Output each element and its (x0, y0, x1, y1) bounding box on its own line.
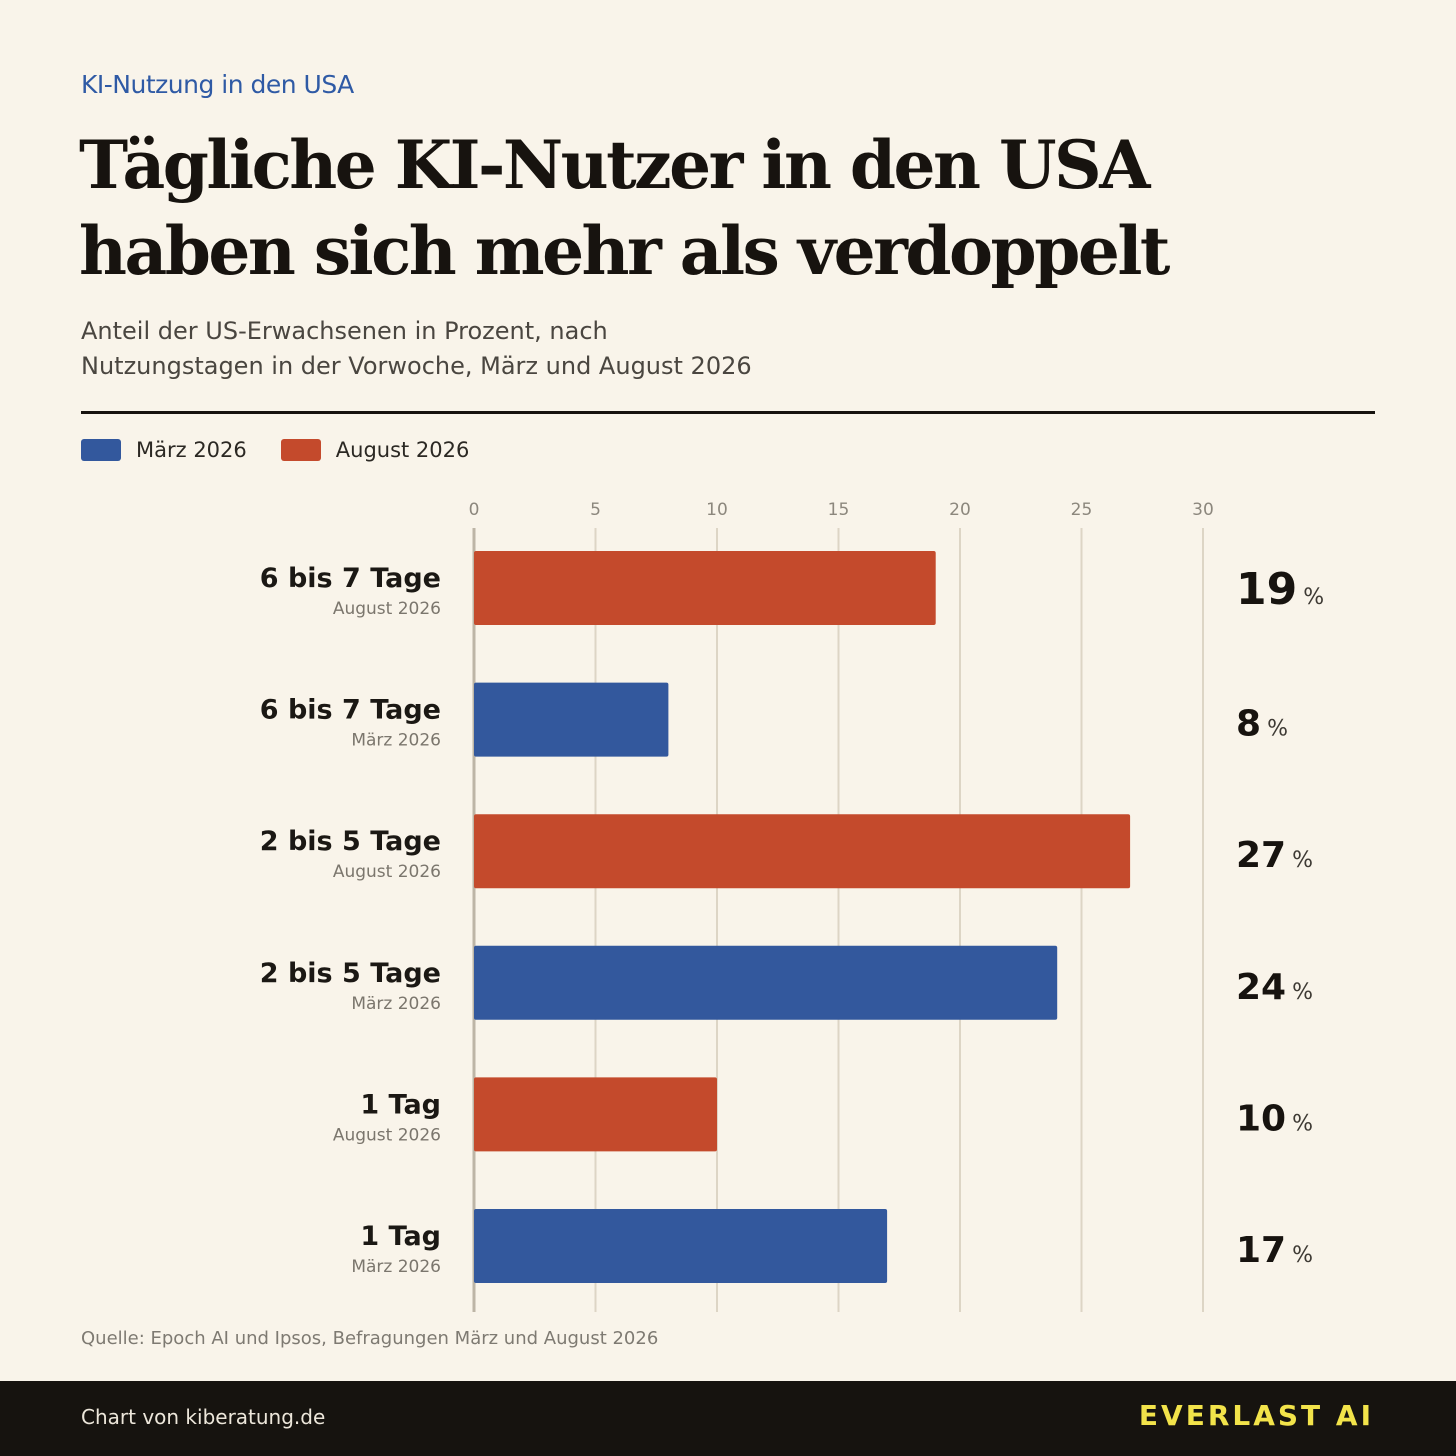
legend-swatch-august (280, 439, 321, 461)
footer-credit: Chart von kiberatung.de (81, 1405, 326, 1429)
subtitle-line-1: Anteil der US-Erwachsenen in Prozent, na… (81, 317, 608, 345)
series-label: August 2026 (333, 599, 441, 619)
category-label: 1 Tag (360, 1221, 441, 1252)
bar (474, 814, 1131, 889)
legend-item-maerz: März 2026 (81, 438, 247, 462)
header-rule (81, 411, 1375, 414)
x-tick-label: 20 (949, 500, 971, 520)
bar (474, 551, 936, 625)
value-label: 8% (1236, 704, 1288, 745)
bar (474, 945, 1058, 1020)
category-label: 2 bis 5 Tage (260, 958, 441, 989)
value-label: 27% (1236, 835, 1313, 876)
brand-logo: EVERLAST AI (1138, 1399, 1374, 1432)
x-tick-label: 0 (469, 500, 480, 520)
value-label: 19% (1236, 564, 1324, 615)
legend-label-august: August 2026 (335, 438, 470, 462)
series-label: März 2026 (351, 1257, 441, 1277)
subtitle-line-2: Nutzungstagen in der Vorwoche, März und … (81, 352, 752, 380)
x-tick-label: 30 (1192, 500, 1214, 520)
category-label: 2 bis 5 Tage (260, 826, 441, 857)
x-tick-label: 10 (706, 500, 728, 520)
x-tick-label: 5 (590, 500, 601, 520)
category-label: 1 Tag (360, 1089, 441, 1120)
kicker: KI-Nutzung in den USA (81, 70, 354, 99)
series-label: März 2026 (351, 994, 441, 1014)
category-label: 6 bis 7 Tage (260, 563, 441, 594)
legend-item-august: August 2026 (280, 438, 470, 462)
legend-label-maerz: März 2026 (136, 438, 247, 462)
legend: März 2026 August 2026 (81, 438, 503, 462)
chart-subtitle: Anteil der US-Erwachsenen in Prozent, na… (81, 314, 981, 384)
value-label: 24% (1236, 967, 1313, 1008)
series-label: August 2026 (333, 862, 441, 882)
bar (474, 1209, 888, 1283)
x-tick-label: 15 (828, 500, 850, 520)
footer: Chart von kiberatung.de EVERLAST AI (0, 1381, 1456, 1456)
bar-chart: 0 5 10 15 20 25 30 6 bis 7 Tage August 2026 19 % 6 … (260, 500, 1324, 1312)
source-note: Quelle: Epoch AI und Ipsos, Befragungen … (81, 1328, 659, 1349)
value-label: 10% (1236, 1098, 1313, 1139)
bar (474, 1077, 717, 1152)
legend-swatch-maerz (81, 439, 121, 461)
chart-title: Tägliche KI-Nutzer in den USA haben sich… (79, 126, 1170, 290)
series-label: März 2026 (351, 731, 441, 751)
x-tick-label: 25 (1071, 500, 1093, 520)
category-label: 6 bis 7 Tage (260, 695, 441, 726)
bar (474, 682, 669, 757)
series-label: August 2026 (333, 1125, 441, 1145)
value-label: 17% (1236, 1230, 1313, 1271)
